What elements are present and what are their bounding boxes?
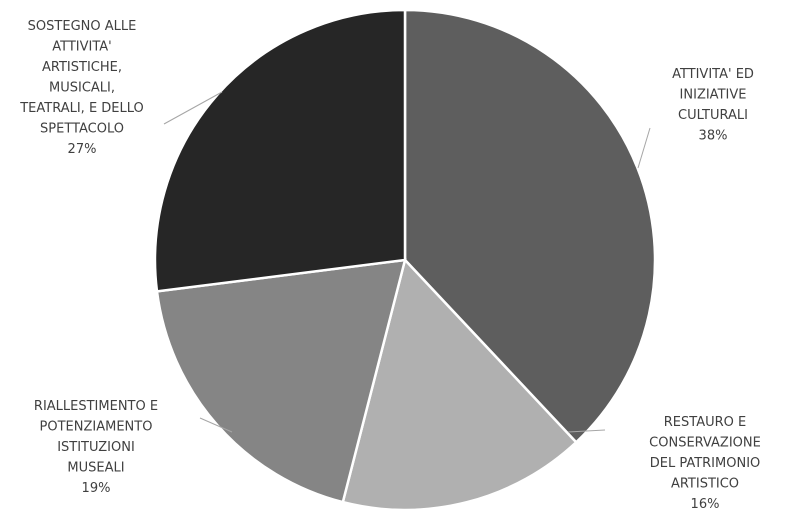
data-label-line: ATTIVITA' ED xyxy=(672,67,754,82)
data-label-1: ATTIVITA' ED INIZIATIVE CULTURALI 38% xyxy=(672,67,754,144)
data-label-line: ARTISTICHE, xyxy=(42,60,122,75)
leader-line-2 xyxy=(567,429,606,433)
pie-slices xyxy=(153,8,657,512)
data-label-line: INIZIATIVE xyxy=(680,88,747,103)
data-label-line: SPETTACOLO xyxy=(40,122,124,137)
leader-line-3 xyxy=(199,417,233,433)
data-label-line: TEATRALI, E DELLO xyxy=(19,101,144,116)
data-label-line: DEL PATRIMONIO xyxy=(650,456,761,471)
leader-lines xyxy=(163,91,651,433)
data-label-percent: 27% xyxy=(68,142,97,157)
pie-slice-1 xyxy=(403,8,657,445)
data-label-4: SOSTEGNO ALLE ATTIVITA' ARTISTICHE, MUSICAL… xyxy=(19,19,144,157)
pie-slice-2 xyxy=(341,257,578,512)
data-label-line: ATTIVITA' xyxy=(52,40,112,55)
data-label-line: POTENZIAMENTO xyxy=(40,420,153,435)
data-labels: ATTIVITA' ED INIZIATIVE CULTURALI 38% RESTAU… xyxy=(19,19,761,512)
pie-slice-4 xyxy=(153,8,407,293)
data-label-3: RIALLESTIMENTO E POTENZIAMENTO ISTITUZIONI… xyxy=(34,399,158,496)
data-label-line: ISTITUZIONI xyxy=(57,440,135,455)
leader-line-4 xyxy=(163,91,223,125)
data-label-percent: 38% xyxy=(699,129,728,144)
data-label-line: CONSERVAZIONE xyxy=(649,436,761,451)
data-label-2: RESTAURO E CONSERVAZIONE DEL PATRIMONIO ART… xyxy=(649,415,761,512)
data-label-line: RESTAURO E xyxy=(664,415,746,430)
data-label-line: MUSICALI, xyxy=(49,81,115,96)
leader-line-1 xyxy=(637,127,651,169)
data-label-line: MUSEALI xyxy=(67,461,124,476)
data-label-percent: 16% xyxy=(691,497,720,512)
data-label-line: SOSTEGNO ALLE xyxy=(28,19,137,34)
data-label-line: ARTISTICO xyxy=(671,477,739,492)
data-label-line: RIALLESTIMENTO E xyxy=(34,399,158,414)
data-label-percent: 19% xyxy=(82,481,111,496)
data-label-line: CULTURALI xyxy=(678,108,748,123)
